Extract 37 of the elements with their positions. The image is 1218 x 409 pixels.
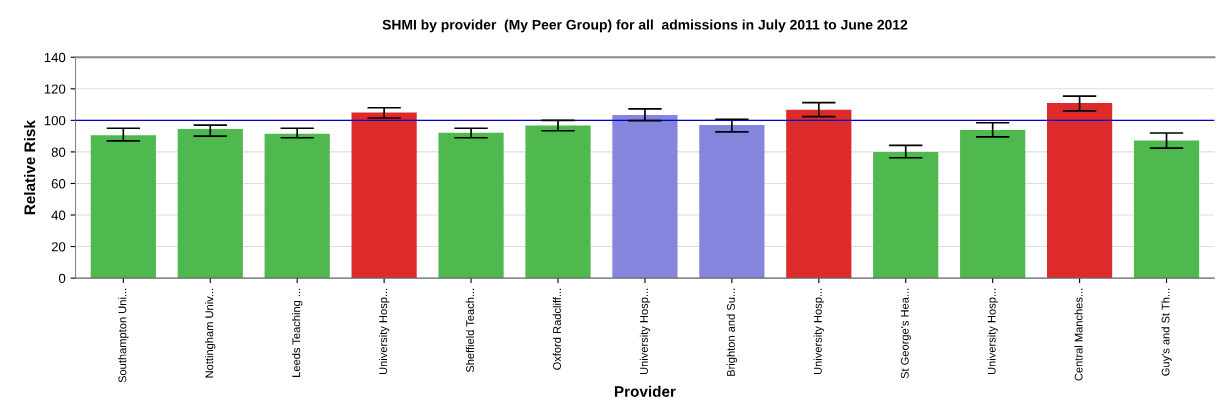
y-axis-title: Relative Risk: [23, 120, 36, 215]
bar: [786, 109, 852, 279]
bar: [699, 125, 765, 279]
bar: [90, 135, 156, 279]
y-tick-label: 80: [51, 147, 66, 157]
chart-title: SHMI by provider (My Peer Group) for all admissions in July 2011 to June 2012: [382, 19, 908, 33]
y-tick-label: 140: [44, 52, 66, 63]
bar: [525, 125, 591, 279]
bar: [960, 129, 1026, 279]
x-tick-label: University Hosp...: [813, 288, 824, 375]
y-tick-label: 60: [51, 179, 66, 189]
bar: [1047, 103, 1113, 279]
x-tick-label: Sheffield Teach...: [465, 288, 475, 373]
bar: [873, 151, 939, 279]
bar: [1133, 140, 1200, 279]
x-tick-label: Brighton and Su...: [726, 288, 738, 376]
x-tick-label: University Hosp...: [639, 288, 651, 375]
bar: [351, 112, 417, 279]
x-tick-label: Nottingham Univ...: [205, 288, 216, 378]
bar: [177, 128, 243, 279]
x-tick-label: St George's Hea...: [900, 288, 911, 379]
x-tick-label: Central Manches...: [1074, 288, 1083, 381]
y-tick-label: 0: [58, 273, 66, 284]
x-tick-label: Oxford Radcliff...: [552, 288, 561, 370]
y-tick-label: 20: [51, 242, 66, 252]
bar: [438, 132, 504, 279]
bar: [264, 133, 330, 279]
x-tick-label: Guy's and St Th...: [1161, 288, 1172, 376]
y-tick-label: 120: [44, 84, 66, 94]
x-tick-label: University Hosp...: [378, 288, 390, 375]
x-tick-label: Southampton Uni...: [118, 288, 129, 383]
x-axis-title: Provider: [614, 385, 676, 397]
x-tick-label: University Hosp...: [987, 288, 998, 375]
y-tick-label: 40: [51, 210, 66, 220]
x-tick-label: Leeds Teaching ...: [292, 288, 303, 377]
y-tick-label: 100: [44, 115, 66, 126]
bar: [612, 115, 678, 279]
